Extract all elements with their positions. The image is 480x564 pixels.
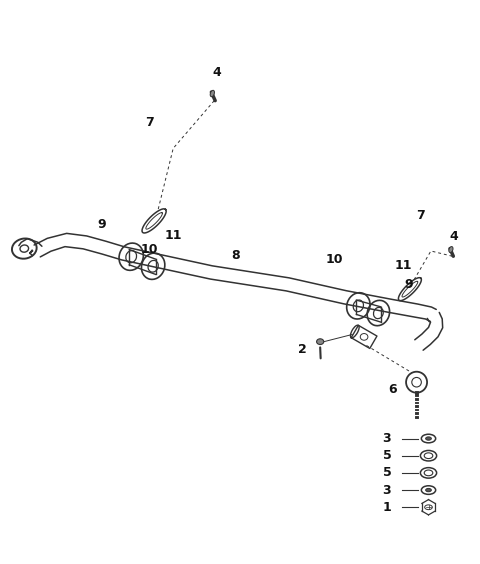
Ellipse shape xyxy=(449,246,453,253)
Text: 3: 3 xyxy=(383,483,391,496)
Text: 3: 3 xyxy=(383,432,391,445)
Ellipse shape xyxy=(426,437,432,440)
Text: 5: 5 xyxy=(383,449,391,462)
Text: 7: 7 xyxy=(145,116,154,129)
Text: 5: 5 xyxy=(383,466,391,479)
Ellipse shape xyxy=(210,90,215,96)
Ellipse shape xyxy=(426,488,432,492)
Text: 4: 4 xyxy=(449,230,458,243)
Text: 6: 6 xyxy=(388,383,397,396)
Text: 4: 4 xyxy=(213,65,221,78)
Text: 1: 1 xyxy=(383,501,391,514)
Text: 10: 10 xyxy=(141,243,158,256)
Text: 9: 9 xyxy=(404,278,413,291)
Text: 2: 2 xyxy=(298,343,306,356)
Text: 8: 8 xyxy=(231,249,240,262)
Text: 11: 11 xyxy=(165,229,182,242)
Text: 11: 11 xyxy=(395,259,412,272)
Ellipse shape xyxy=(317,339,324,345)
Text: 7: 7 xyxy=(416,209,425,222)
Text: 10: 10 xyxy=(326,253,343,266)
Text: 9: 9 xyxy=(97,218,106,231)
